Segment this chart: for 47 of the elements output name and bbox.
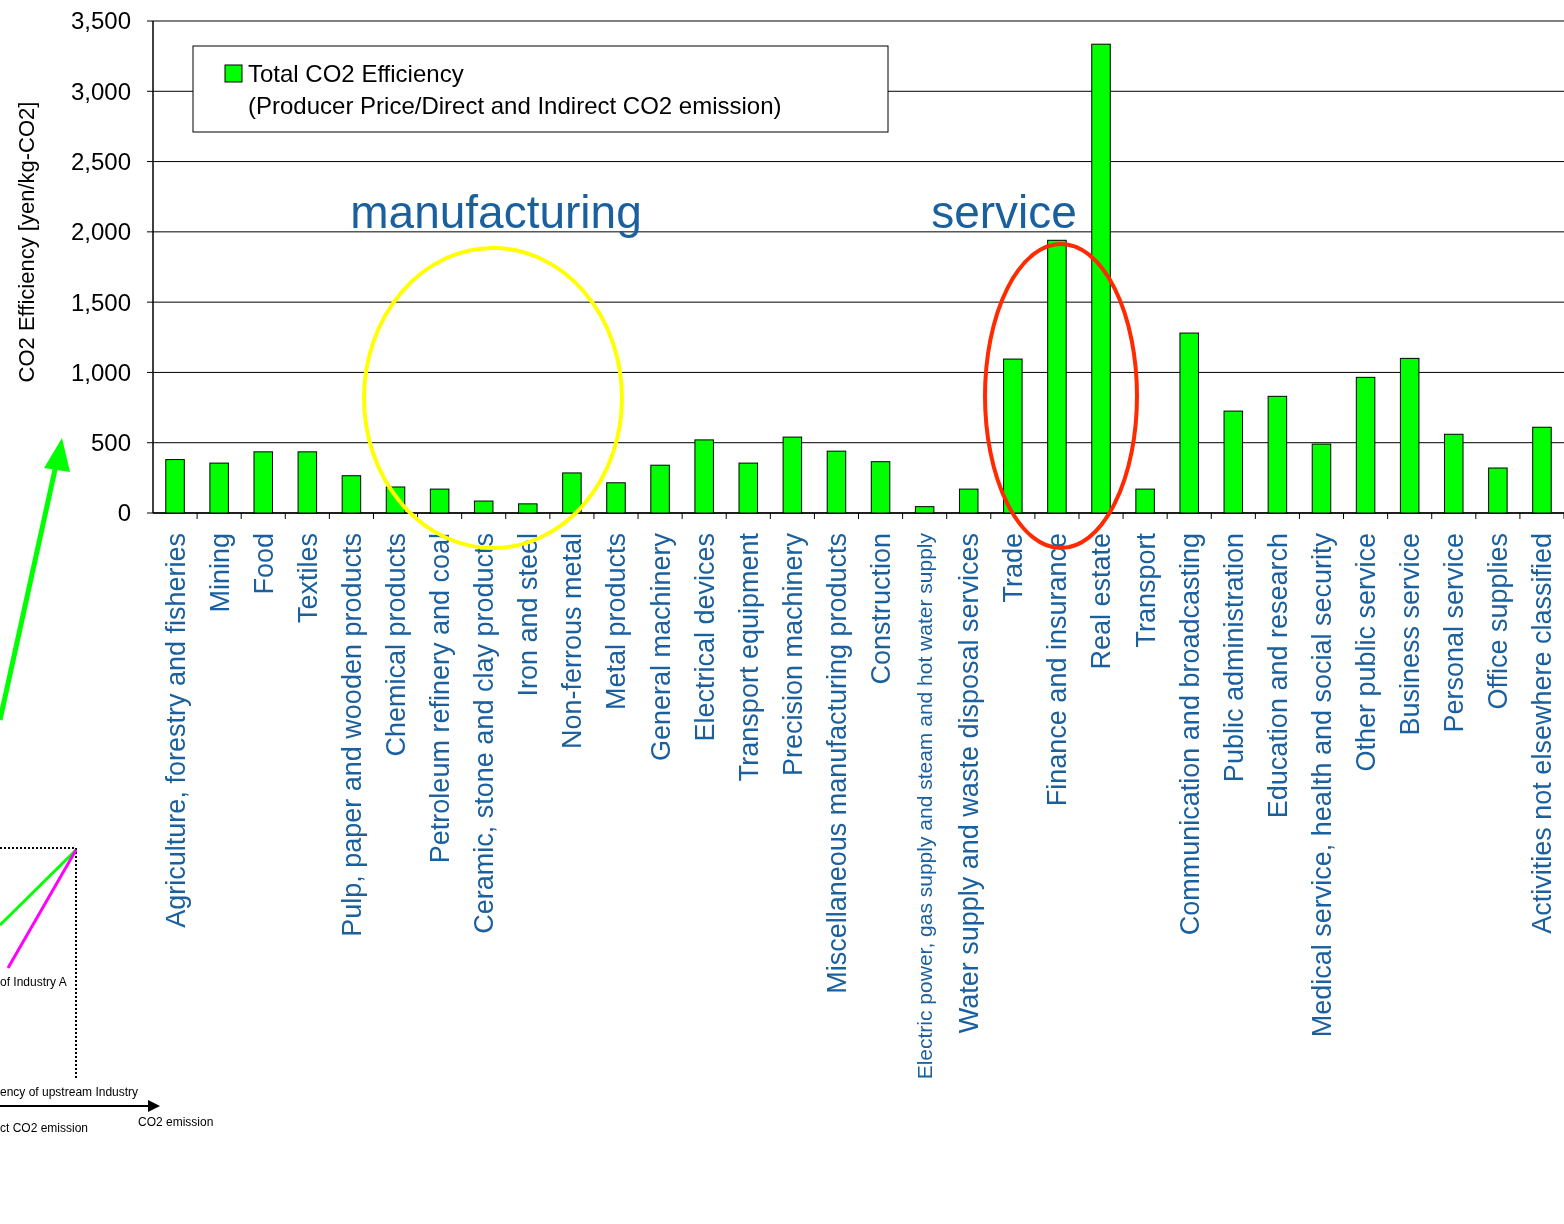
y-tick-label: 1,000 — [70, 358, 131, 386]
x-tick-label: Pulp, paper and wooden products — [336, 533, 367, 937]
x-tick-label: Finance and insurance — [1042, 533, 1073, 807]
y-tick-label: 0 — [117, 499, 131, 527]
x-tick-label: Education and research — [1262, 533, 1293, 819]
x-tick-label: Transport — [1130, 532, 1161, 648]
x-tick-label: Mining — [204, 533, 235, 613]
x-tick-label: Electrical devices — [689, 533, 720, 742]
text: ct CO2 emission — [0, 1121, 89, 1135]
y-tick-label: 1,500 — [70, 288, 131, 316]
x-tick-label: Agriculture, forestry and fisheries — [160, 533, 191, 928]
x-tick-label: Transport equipment — [733, 532, 764, 782]
y-tick-label: 3,000 — [70, 77, 131, 105]
y-tick-label: 3,500 — [70, 7, 131, 35]
x-tick-label: Electric power, gas supply and steam and hot water supply — [912, 532, 936, 1080]
x-tick-label: Construction — [866, 533, 896, 685]
legend-label: Total CO2 Efficiency (Producer Price/Direct and Indirect CO2 emission) — [248, 60, 782, 119]
x-tick-label: Ceramic, stone and clay products — [469, 533, 500, 934]
y-axis-title: CO2 Efficiency [yen/kg-CO2] — [14, 101, 39, 383]
x-tick-label: Chemical products — [380, 533, 411, 757]
x-tick-label: Textiles — [292, 533, 323, 624]
x-tick-label: Public administration — [1218, 533, 1249, 783]
text: of Industry A — [0, 975, 67, 989]
x-tick-label: Personal service — [1439, 533, 1470, 733]
x-tick-label: Non-ferrous metal — [557, 533, 588, 750]
x-tick-label: Miscellaneous manufacturing products — [821, 533, 852, 994]
y-tick-label: 500 — [90, 429, 131, 457]
text: CO2 emission — [138, 1115, 214, 1129]
x-tick-label: Other public service — [1351, 533, 1382, 772]
x-tick-label: Metal products — [601, 533, 632, 711]
y-tick-label: 2,000 — [70, 218, 131, 246]
x-tick-label: Petroleum refinery and coal — [425, 533, 456, 864]
x-tick-label: Communication and broadcasting — [1174, 533, 1205, 936]
x-tick-label: Water supply and waste disposal services — [954, 533, 985, 1034]
x-tick-label: Precision machinery — [777, 532, 808, 777]
x-tick-label: Activities not elsewhere classified — [1527, 533, 1558, 934]
text: ency of upstream Industry — [0, 1085, 139, 1099]
annotation: manufacturing — [350, 186, 642, 238]
y-tick-label: 2,500 — [70, 147, 131, 175]
x-tick-label: Food — [248, 533, 279, 595]
x-tick-label: Real estate — [1086, 533, 1117, 670]
x-tick-label: Medical service, health and social security — [1306, 532, 1337, 1038]
x-tick-label: Office supplies — [1483, 533, 1514, 710]
x-tick-label: General machinery — [645, 532, 676, 762]
x-tick-label: Trade — [998, 533, 1029, 603]
x-tick-label: Business service — [1395, 533, 1426, 736]
annotation: service — [931, 186, 1077, 238]
